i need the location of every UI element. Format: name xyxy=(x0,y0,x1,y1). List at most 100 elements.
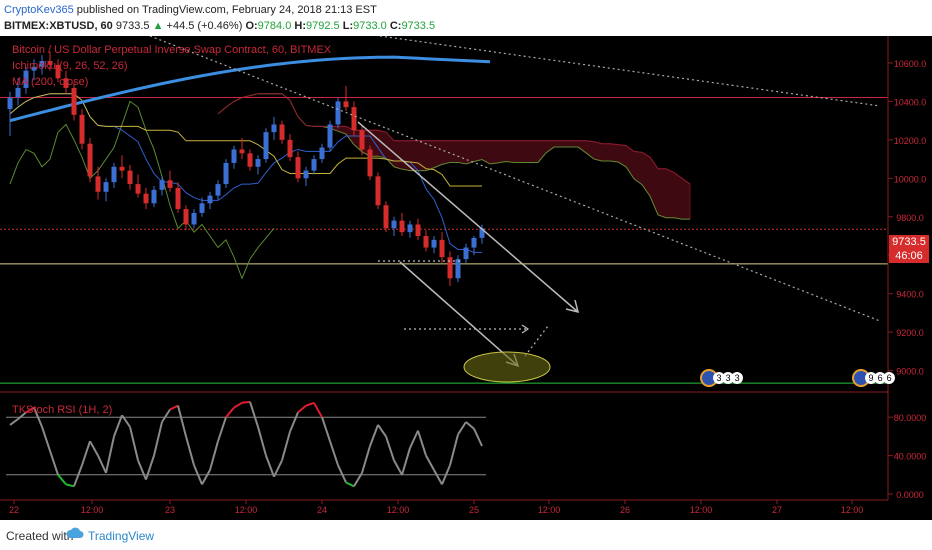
last-price: 9733.5 xyxy=(115,20,150,32)
stoch-segment xyxy=(249,401,259,428)
stoch-segment xyxy=(217,416,227,442)
close-value: 9733.5 xyxy=(401,20,436,32)
up-triangle-icon: ▲ xyxy=(152,20,164,32)
candle-body xyxy=(311,159,317,171)
stoch-segment xyxy=(177,405,187,437)
author-link[interactable]: CryptoKev365 xyxy=(4,4,74,16)
created-with-text: Created with xyxy=(6,529,74,543)
stoch-segment xyxy=(145,455,155,480)
countdown-tag: 46:06 xyxy=(889,249,929,263)
legend-ichimoku[interactable]: Ichimoku (9, 26, 52, 26) xyxy=(12,60,128,72)
event-badge[interactable]: 3 xyxy=(713,371,726,384)
stoch-segment xyxy=(73,464,83,487)
ma-200-line xyxy=(9,55,491,123)
time-tick-label: 25 xyxy=(469,505,479,515)
time-tick-label: 23 xyxy=(165,505,175,515)
stoch-segment xyxy=(433,469,443,485)
candle-body xyxy=(55,64,61,79)
event-badge[interactable]: 9 xyxy=(865,371,878,384)
ohlc-line: BITMEX:XBTUSD, 60 9733.5 ▲ +44.5 (+0.46%… xyxy=(4,20,435,32)
low-value: 9733.0 xyxy=(353,20,387,32)
chart-area[interactable]: 10600.010400.010200.010000.09800.09600.0… xyxy=(0,36,932,520)
candle-body xyxy=(39,61,45,67)
tradingview-brand[interactable]: TradingView xyxy=(88,529,155,543)
event-badges-group-2: 9 6 6 xyxy=(852,369,896,387)
stoch-segment xyxy=(233,401,243,409)
event-badges-group-1: 3 3 3 xyxy=(700,369,744,387)
stoch-segment xyxy=(385,436,395,461)
stoch-segment xyxy=(105,436,115,474)
stoch-segment xyxy=(161,408,171,423)
stoch-segment xyxy=(473,428,483,447)
stoch-tick-label: 0.0000 xyxy=(896,490,924,500)
stoch-segment xyxy=(449,434,459,466)
stoch-segment xyxy=(201,469,211,485)
candle-body xyxy=(135,184,141,194)
candle-body xyxy=(255,159,261,167)
candle-body xyxy=(167,180,173,188)
time-tick-label: 12:00 xyxy=(81,505,104,515)
candle-body xyxy=(407,224,413,233)
candle-body xyxy=(367,149,373,177)
stoch-segment xyxy=(409,430,419,449)
event-badge[interactable]: 6 xyxy=(874,371,887,384)
time-tick-label: 12:00 xyxy=(841,505,864,515)
time-tick-label: 27 xyxy=(772,505,782,515)
legend-stoch[interactable]: TKStoch RSI (1H, 2) xyxy=(12,404,113,416)
chart-svg[interactable]: 10600.010400.010200.010000.09800.09600.0… xyxy=(0,36,932,520)
stoch-segment xyxy=(65,483,75,488)
event-badge[interactable]: 6 xyxy=(883,371,896,384)
candle-body xyxy=(143,193,149,204)
stoch-segment xyxy=(281,431,291,461)
time-tick-label: 12:00 xyxy=(235,505,258,515)
candle-body xyxy=(391,220,397,229)
candle-body xyxy=(383,205,389,229)
candle-body xyxy=(103,182,109,192)
chart-background xyxy=(0,36,932,520)
candle-body xyxy=(263,132,269,160)
event-badge[interactable]: 3 xyxy=(722,371,735,384)
candle-body xyxy=(23,70,29,88)
open-label: O: xyxy=(245,20,258,32)
candle-body xyxy=(127,170,133,185)
close-label: C: xyxy=(389,20,402,32)
legend-title[interactable]: Bitcoin / US Dollar Perpetual Inverse Sw… xyxy=(12,44,332,56)
legend-ma[interactable]: MA (200, close) xyxy=(12,76,89,88)
stoch-segment xyxy=(41,426,51,452)
candle-body xyxy=(447,257,453,279)
stoch-segment xyxy=(121,414,131,428)
stoch-segment xyxy=(169,404,179,411)
candle-body xyxy=(375,176,381,206)
event-badge[interactable]: 3 xyxy=(731,371,744,384)
candle-body xyxy=(271,124,277,133)
stoch-segment xyxy=(425,455,435,471)
candle-body xyxy=(399,220,405,233)
candle-body xyxy=(215,184,221,196)
trend-arrow-head xyxy=(565,299,580,314)
candle-body xyxy=(199,203,205,213)
stoch-segment xyxy=(89,440,99,457)
stoch-segment xyxy=(369,424,379,447)
change-value: +44.5 (+0.46%) xyxy=(166,20,243,32)
projection-dotted-line xyxy=(524,325,549,357)
publish-line: CryptoKev365 published on TradingView.co… xyxy=(4,4,377,16)
stoch-segment xyxy=(441,464,451,485)
stoch-segment xyxy=(377,424,387,437)
target-ellipse xyxy=(463,351,551,383)
low-label: L: xyxy=(342,20,354,32)
stoch-segment xyxy=(9,418,19,426)
stoch-segment xyxy=(241,400,251,404)
stoch-segment xyxy=(361,445,371,474)
price-tick-label: 9400.0 xyxy=(896,290,924,300)
stoch-segment xyxy=(297,404,307,414)
candle-body xyxy=(159,180,165,190)
candle-body xyxy=(31,66,37,71)
dotted-trendline xyxy=(379,36,881,107)
price-tick-label: 9200.0 xyxy=(896,328,924,338)
stoch-segment xyxy=(465,421,475,430)
candle-body xyxy=(319,147,325,160)
candle-body xyxy=(183,209,189,225)
stoch-segment xyxy=(129,426,139,461)
candle-body xyxy=(87,143,93,177)
candle-body xyxy=(439,239,445,258)
